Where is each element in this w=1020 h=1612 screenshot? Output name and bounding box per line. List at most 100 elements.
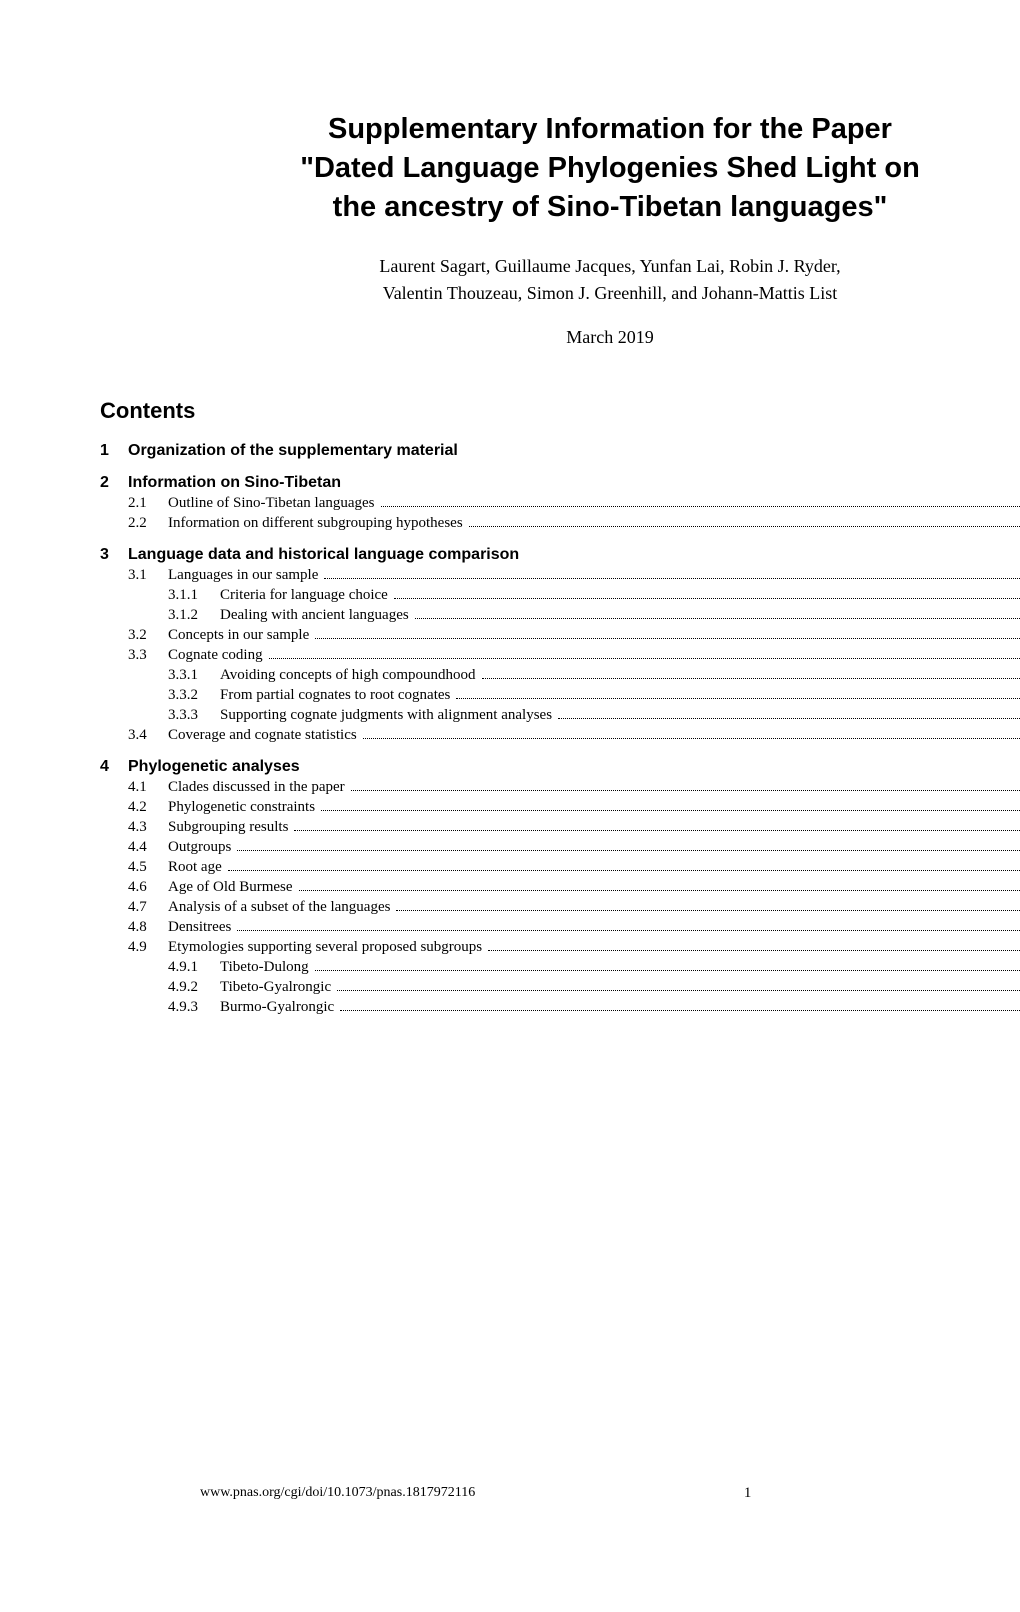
toc-row: 4.9.2Tibeto-Gyalrongic25 <box>100 979 1020 996</box>
toc-leader-dots <box>299 890 1020 891</box>
toc-entry-number: 4.3 <box>128 819 168 836</box>
toc-entry-number: 4.7 <box>128 899 168 916</box>
toc-row: 4.3Subgrouping results17 <box>100 819 1020 836</box>
toc-entry-number: 3 <box>100 546 128 564</box>
toc-section: 2Information on Sino-Tibetan3 2.1Outline … <box>100 474 1020 532</box>
toc-entry-title: Dealing with ancient languages <box>220 607 409 624</box>
toc-entry-title: Concepts in our sample <box>168 627 309 644</box>
toc-leader-dots <box>482 678 1020 679</box>
toc-leader-dots <box>228 870 1020 871</box>
toc-entry-number: 2.2 <box>128 515 168 532</box>
toc-row: 2Information on Sino-Tibetan3 <box>100 474 1020 492</box>
toc-entry-number: 2 <box>100 474 128 492</box>
toc-entry-number: 4.9.2 <box>168 979 220 996</box>
toc-entry-number: 3.3.1 <box>168 667 220 684</box>
toc-row: 4.5Root age20 <box>100 859 1020 876</box>
toc-row: 3.3Cognate coding14 <box>100 647 1020 664</box>
toc-leader-dots <box>396 910 1020 911</box>
toc-section: 4Phylogenetic analyses174.1Clades discus… <box>100 758 1020 1016</box>
toc-entry-title: Language data and historical language co… <box>128 546 519 564</box>
toc-entry-title: Root age <box>168 859 222 876</box>
toc-entry-title: From partial cognates to root cognates <box>220 687 450 704</box>
page-footer: www.pnas.org/cgi/doi/10.1073/pnas.181797… <box>200 1485 1020 1502</box>
toc-entry-number: 4.1 <box>128 779 168 796</box>
paper-title: Supplementary Information for the Paper … <box>100 110 1020 227</box>
toc-entry-number: 3.1.1 <box>168 587 220 604</box>
toc-leader-dots <box>469 526 1020 527</box>
toc-leader-dots <box>415 618 1020 619</box>
title-line-1: Supplementary Information for the Paper <box>328 113 892 145</box>
toc-entry-title: Analysis of a subset of the languages <box>168 899 390 916</box>
toc-entry-title: Languages in our sample <box>168 567 318 584</box>
authors-line-2: Valentin Thouzeau, Simon J. Greenhill, a… <box>383 283 838 303</box>
toc-entry-number: 4.5 <box>128 859 168 876</box>
toc-entry-number: 4 <box>100 758 128 776</box>
toc-entry-number: 3.1 <box>128 567 168 584</box>
toc-entry-title: Phylogenetic constraints <box>168 799 315 816</box>
title-line-3: the ancestry of Sino-Tibetan languages" <box>333 191 888 223</box>
toc-entry-title: Coverage and cognate statistics <box>168 727 357 744</box>
toc-leader-dots <box>456 698 1020 699</box>
toc-entry-title: Criteria for language choice <box>220 587 388 604</box>
toc-entry-title: Age of Old Burmese <box>168 879 293 896</box>
toc-row: 4.9.1Tibeto-Dulong24 <box>100 959 1020 976</box>
toc-leader-dots <box>324 578 1020 579</box>
toc-row: 3.3.1Avoiding concepts of high compoundh… <box>100 667 1020 684</box>
toc-entry-title: Tibeto-Gyalrongic <box>220 979 331 996</box>
toc-row: 4.9.3Burmo-Gyalrongic26 <box>100 999 1020 1016</box>
toc-row: 2.1Outline of Sino-Tibetan languages3 <box>100 495 1020 512</box>
toc-entry-title: Etymologies supporting several proposed … <box>168 939 482 956</box>
toc-entry-title: Outline of Sino-Tibetan languages <box>168 495 375 512</box>
toc-row: 3.1.1Criteria for language choice6 <box>100 587 1020 604</box>
toc-entry-number: 4.9 <box>128 939 168 956</box>
toc-row: 4.7Analysis of a subset of the languages… <box>100 899 1020 916</box>
toc-leader-dots <box>315 970 1020 971</box>
date: March 2019 <box>100 327 1020 348</box>
toc-entry-number: 3.3.3 <box>168 707 220 724</box>
toc-leader-dots <box>558 718 1020 719</box>
title-line-2: "Dated Language Phylogenies Shed Light o… <box>300 152 920 184</box>
toc-entry-title: Cognate coding <box>168 647 263 664</box>
toc-leader-dots <box>488 950 1020 951</box>
toc-row: 3.3.3Supporting cognate judgments with a… <box>100 707 1020 724</box>
toc-leader-dots <box>394 598 1020 599</box>
toc-row: 4.2Phylogenetic constraints17 <box>100 799 1020 816</box>
toc-leader-dots <box>294 830 1020 831</box>
toc-entry-title: Outgroups <box>168 839 231 856</box>
toc-row: 3.4Coverage and cognate statistics16 <box>100 727 1020 744</box>
toc-row: 4.4Outgroups18 <box>100 839 1020 856</box>
toc-entry-number: 4.9.3 <box>168 999 220 1016</box>
toc-entry-number: 4.4 <box>128 839 168 856</box>
page-wrapper: Supplementary Information for the Paper … <box>100 110 1020 1552</box>
authors-line-1: Laurent Sagart, Guillaume Jacques, Yunfa… <box>379 256 840 276</box>
toc-entry-number: 4.2 <box>128 799 168 816</box>
toc-entry-number: 4.6 <box>128 879 168 896</box>
toc-leader-dots <box>321 810 1020 811</box>
toc-row: 4.9Etymologies supporting several propos… <box>100 939 1020 956</box>
toc-entry-title: Densitrees <box>168 919 231 936</box>
toc-row: 4.1Clades discussed in the paper17 <box>100 779 1020 796</box>
toc-row: 3Language data and historical language c… <box>100 546 1020 564</box>
toc-leader-dots <box>381 506 1020 507</box>
toc-leader-dots <box>315 638 1020 639</box>
toc-entry-title: Clades discussed in the paper <box>168 779 345 796</box>
toc-entry-title: Information on different subgrouping hyp… <box>168 515 463 532</box>
toc-leader-dots <box>351 790 1020 791</box>
toc-entry-number: 2.1 <box>128 495 168 512</box>
toc-entry-number: 4.8 <box>128 919 168 936</box>
toc-row: 4.6Age of Old Burmese20 <box>100 879 1020 896</box>
toc-row: 3.1.2Dealing with ancient languages7 <box>100 607 1020 624</box>
toc-entry-number: 1 <box>100 442 128 460</box>
toc-leader-dots <box>337 990 1020 991</box>
toc-entry-number: 3.2 <box>128 627 168 644</box>
toc-leader-dots <box>340 1010 1020 1011</box>
toc-row: 2.2Information on different subgrouping … <box>100 515 1020 532</box>
toc-entry-number: 3.4 <box>128 727 168 744</box>
toc-leader-dots <box>237 930 1020 931</box>
toc-entry-title: Burmo-Gyalrongic <box>220 999 334 1016</box>
table-of-contents: 1Organization of the supplementary mater… <box>100 442 1020 1016</box>
toc-entry-number: 4.9.1 <box>168 959 220 976</box>
toc-entry-title: Information on Sino-Tibetan <box>128 474 341 492</box>
toc-row: 1Organization of the supplementary mater… <box>100 442 1020 460</box>
toc-section: 3Language data and historical language c… <box>100 546 1020 744</box>
